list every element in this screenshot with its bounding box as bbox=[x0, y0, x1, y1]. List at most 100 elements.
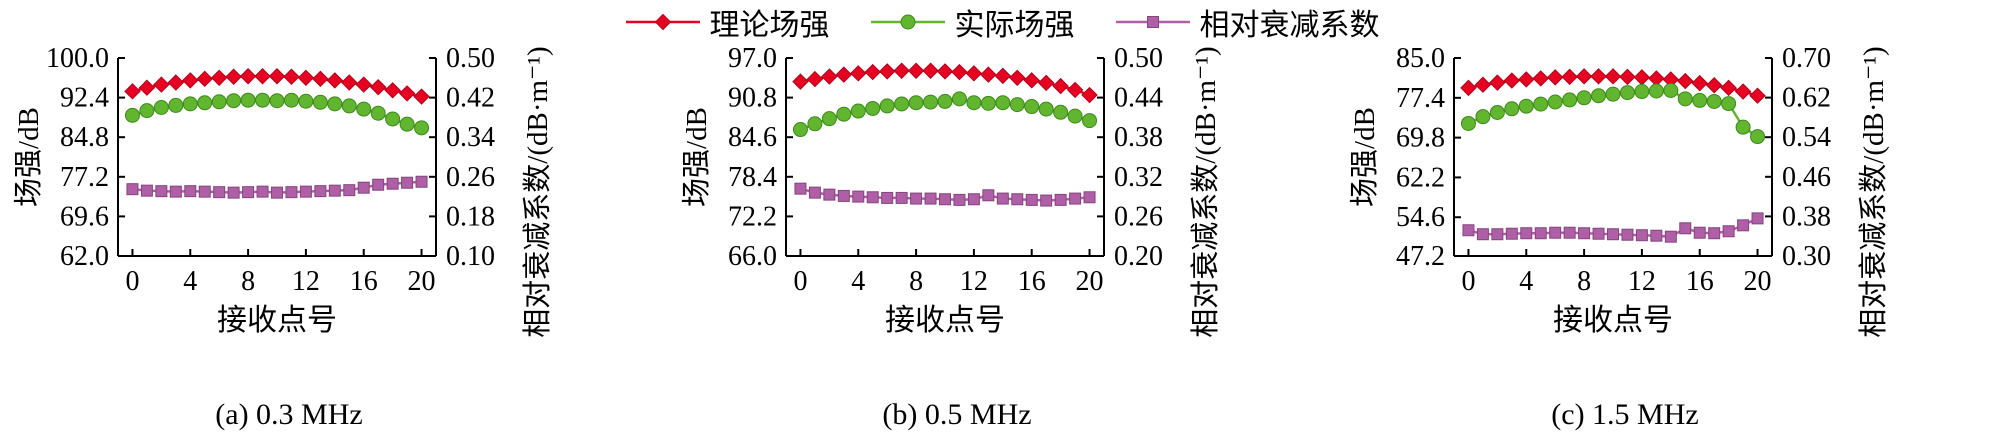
series-attenuation-marker bbox=[1040, 194, 1053, 207]
y-right-tick-label: 0.38 bbox=[1782, 201, 1831, 232]
series-attenuation-marker bbox=[1693, 226, 1706, 239]
series-actual-marker bbox=[399, 116, 415, 132]
chart-svg-c: 47.2 54.6 62.2 69.8 77.4 85.0 0.30 0.38 0.46 0.54… bbox=[1349, 43, 1890, 431]
series-theoretical-marker bbox=[1023, 72, 1040, 89]
series-attenuation-marker bbox=[823, 188, 836, 201]
series-theoretical-marker bbox=[864, 63, 881, 81]
series-actual-marker bbox=[269, 93, 285, 109]
series-actual-marker bbox=[255, 92, 271, 108]
series-actual-marker bbox=[807, 116, 823, 132]
series-theoretical-marker bbox=[980, 66, 997, 83]
series-actual-marker bbox=[836, 106, 852, 122]
series-actual-marker bbox=[966, 95, 982, 111]
series-theoretical-marker bbox=[1052, 77, 1069, 95]
series-actual-marker bbox=[850, 103, 866, 119]
x-tick-label: 4 bbox=[851, 266, 865, 297]
series-actual-marker bbox=[1475, 109, 1491, 125]
series-theoretical-marker bbox=[1009, 69, 1026, 87]
series-actual-marker bbox=[1038, 101, 1054, 117]
series-actual-marker bbox=[1082, 113, 1098, 129]
y-left-tick-label: 62.0 bbox=[60, 241, 109, 272]
legend-item-theoretical: 理论场强 bbox=[625, 0, 830, 44]
series-attenuation-marker bbox=[1592, 227, 1605, 240]
series-attenuation-marker bbox=[1083, 191, 1096, 204]
series-attenuation-marker bbox=[328, 184, 341, 197]
series-attenuation-marker bbox=[1751, 212, 1764, 225]
series-actual-marker bbox=[1591, 88, 1607, 104]
series-actual-marker bbox=[980, 95, 996, 111]
series-attenuation-marker bbox=[837, 189, 850, 202]
series-attenuation-marker bbox=[285, 186, 298, 199]
series-actual bbox=[124, 92, 430, 136]
series-theoretical-marker bbox=[922, 62, 939, 79]
series-attenuation-marker bbox=[1737, 219, 1750, 232]
x-tick-label: 12 bbox=[292, 266, 320, 297]
series-attenuation-marker bbox=[299, 185, 312, 198]
series-actual-marker bbox=[139, 103, 155, 119]
series-theoretical-marker bbox=[907, 62, 925, 79]
series-attenuation-marker bbox=[1025, 193, 1038, 206]
series-actual-marker bbox=[1619, 85, 1635, 101]
series-attenuation-marker bbox=[1534, 227, 1547, 240]
series-theoretical-marker bbox=[369, 78, 387, 96]
y-right-tick-label: 0.38 bbox=[1114, 122, 1163, 153]
series-theoretical-marker bbox=[153, 76, 170, 93]
x-tick-label: 16 bbox=[1018, 266, 1046, 297]
x-tick-label: 8 bbox=[241, 266, 255, 297]
series-theoretical-marker bbox=[821, 68, 838, 85]
series-attenuation bbox=[126, 175, 428, 199]
y-left-tick-label: 84.6 bbox=[728, 122, 777, 153]
series-actual-marker bbox=[879, 98, 895, 114]
series-attenuation-marker bbox=[967, 193, 980, 206]
series-attenuation-marker bbox=[1054, 193, 1067, 206]
series-actual-marker bbox=[1533, 96, 1549, 112]
series-actual-marker bbox=[356, 101, 372, 117]
series-actual-marker bbox=[312, 94, 328, 110]
y-left-tick-label: 85.0 bbox=[1396, 43, 1445, 74]
series-actual-marker bbox=[1648, 83, 1664, 99]
series-theoretical-marker bbox=[792, 73, 809, 90]
series-theoretical-marker bbox=[225, 68, 242, 85]
series-attenuation-marker bbox=[1011, 193, 1024, 206]
series-attenuation-marker bbox=[1462, 224, 1475, 237]
y-right-tick-label: 0.32 bbox=[1114, 162, 1163, 193]
series-attenuation-marker bbox=[881, 191, 894, 204]
legend-marker bbox=[1146, 16, 1159, 28]
series-theoretical-marker bbox=[1677, 72, 1694, 90]
series-theoretical-marker bbox=[124, 83, 141, 100]
x-tick-label: 16 bbox=[1686, 266, 1714, 297]
x-tick-label: 12 bbox=[960, 266, 988, 297]
series-theoretical-marker bbox=[341, 74, 358, 91]
y-left-tick-label: 54.6 bbox=[1396, 202, 1445, 233]
series-actual-marker bbox=[1605, 86, 1621, 102]
series-attenuation-marker bbox=[357, 181, 370, 194]
series-attenuation-marker bbox=[1505, 227, 1518, 240]
series-theoretical-marker bbox=[1604, 68, 1622, 85]
series-attenuation-marker bbox=[1722, 225, 1735, 238]
series-attenuation-marker bbox=[1621, 228, 1634, 241]
series-theoretical-marker bbox=[1561, 68, 1578, 86]
series-attenuation-marker bbox=[939, 193, 951, 206]
x-tick-label: 20 bbox=[408, 266, 436, 297]
series-theoretical-marker bbox=[994, 67, 1012, 85]
series-attenuation-marker bbox=[1578, 227, 1591, 240]
y-right-tick-label: 0.50 bbox=[446, 43, 495, 74]
series-actual-marker bbox=[1518, 98, 1534, 114]
series-theoretical-marker bbox=[1037, 74, 1055, 92]
series-actual bbox=[792, 91, 1098, 138]
circle-marker-icon bbox=[870, 14, 945, 30]
series-actual-marker bbox=[1735, 119, 1751, 135]
series-actual bbox=[1460, 82, 1766, 145]
series-actual-marker bbox=[197, 95, 213, 111]
series-theoretical-marker bbox=[384, 82, 401, 99]
series-theoretical-marker bbox=[283, 68, 300, 85]
series-theoretical-marker bbox=[936, 63, 954, 80]
series-attenuation-marker bbox=[415, 175, 428, 188]
series-actual-marker bbox=[370, 105, 386, 121]
diamond-marker-icon bbox=[625, 13, 700, 31]
series-theoretical-marker bbox=[951, 63, 968, 81]
y-left-tick-label: 100.0 bbox=[46, 43, 109, 74]
series-theoretical-marker bbox=[312, 70, 329, 88]
y-left-tick-label: 92.4 bbox=[60, 83, 109, 114]
